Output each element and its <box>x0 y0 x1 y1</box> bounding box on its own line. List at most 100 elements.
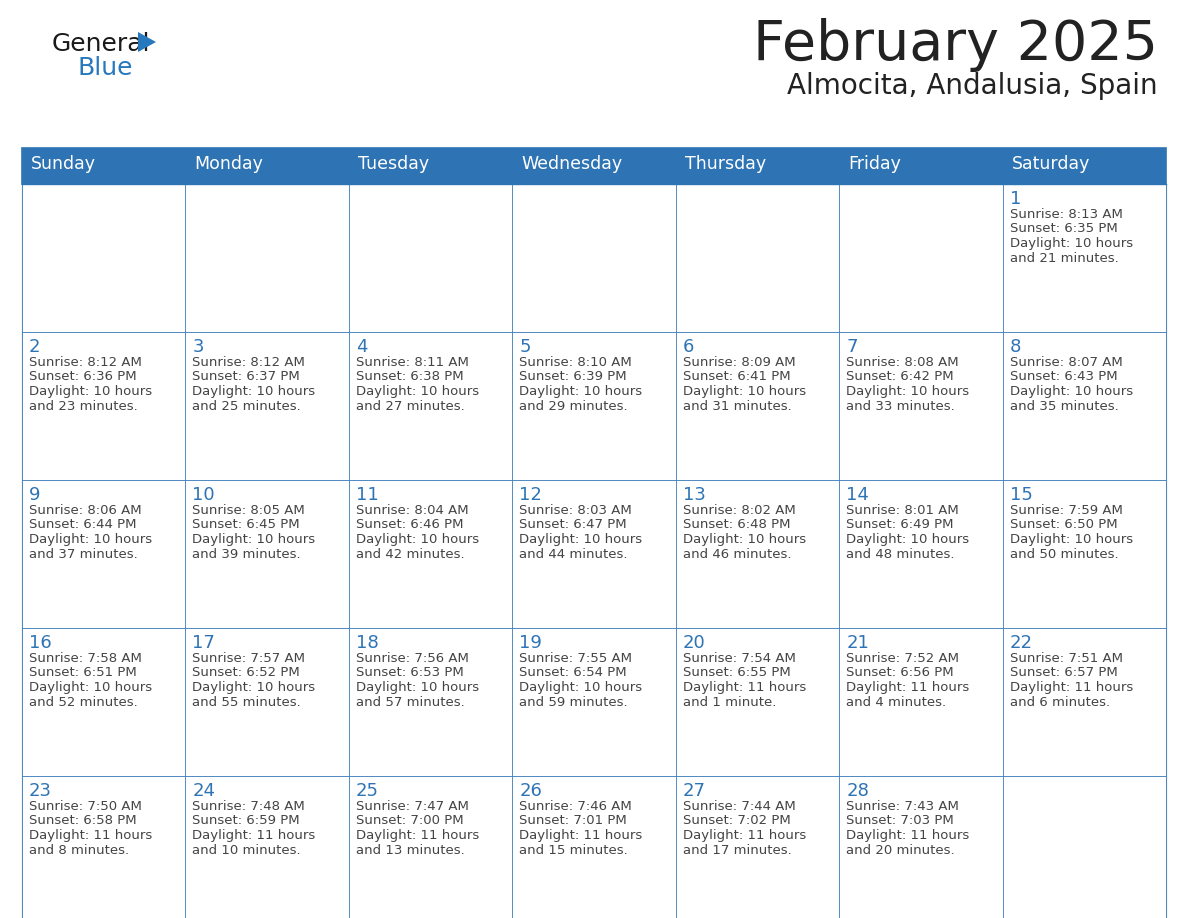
Text: General: General <box>52 32 151 56</box>
Text: and 13 minutes.: and 13 minutes. <box>356 844 465 856</box>
Text: Sunrise: 8:02 AM: Sunrise: 8:02 AM <box>683 504 796 517</box>
Text: 1: 1 <box>1010 190 1020 208</box>
Text: Sunrise: 8:11 AM: Sunrise: 8:11 AM <box>356 356 469 369</box>
Bar <box>23 480 185 628</box>
Text: Sunset: 6:49 PM: Sunset: 6:49 PM <box>846 519 954 532</box>
Text: Sunset: 6:35 PM: Sunset: 6:35 PM <box>1010 222 1118 236</box>
Text: Sunset: 6:56 PM: Sunset: 6:56 PM <box>846 666 954 679</box>
Text: Daylight: 11 hours: Daylight: 11 hours <box>683 829 805 842</box>
Text: Sunday: Sunday <box>31 155 96 173</box>
Bar <box>23 480 1165 628</box>
Text: Sunset: 7:02 PM: Sunset: 7:02 PM <box>683 814 790 827</box>
Text: Sunrise: 7:58 AM: Sunrise: 7:58 AM <box>29 652 141 665</box>
Text: and 44 minutes.: and 44 minutes. <box>519 547 627 561</box>
Text: and 37 minutes.: and 37 minutes. <box>29 547 138 561</box>
Bar <box>676 480 839 628</box>
Text: Daylight: 11 hours: Daylight: 11 hours <box>29 829 152 842</box>
Text: and 59 minutes.: and 59 minutes. <box>519 696 628 709</box>
Text: Daylight: 11 hours: Daylight: 11 hours <box>1010 681 1133 694</box>
Text: and 39 minutes.: and 39 minutes. <box>192 547 301 561</box>
Text: Blue: Blue <box>78 56 133 80</box>
Bar <box>512 480 676 628</box>
Text: 23: 23 <box>29 782 52 800</box>
Bar <box>512 776 676 918</box>
Text: Daylight: 10 hours: Daylight: 10 hours <box>1010 237 1132 250</box>
Bar <box>1003 480 1165 628</box>
Text: Sunrise: 7:54 AM: Sunrise: 7:54 AM <box>683 652 796 665</box>
Text: Sunrise: 7:56 AM: Sunrise: 7:56 AM <box>356 652 469 665</box>
Text: and 4 minutes.: and 4 minutes. <box>846 696 947 709</box>
Bar <box>23 776 1165 918</box>
Bar <box>23 184 1165 332</box>
Text: 6: 6 <box>683 338 694 356</box>
Text: Wednesday: Wednesday <box>522 155 623 173</box>
Text: Sunset: 6:42 PM: Sunset: 6:42 PM <box>846 371 954 384</box>
Text: and 50 minutes.: and 50 minutes. <box>1010 547 1118 561</box>
Text: and 46 minutes.: and 46 minutes. <box>683 547 791 561</box>
Bar <box>512 332 676 480</box>
Text: Daylight: 10 hours: Daylight: 10 hours <box>519 533 643 546</box>
Text: Daylight: 10 hours: Daylight: 10 hours <box>192 533 316 546</box>
Text: Sunrise: 7:51 AM: Sunrise: 7:51 AM <box>1010 652 1123 665</box>
Bar <box>349 184 512 332</box>
Text: Daylight: 10 hours: Daylight: 10 hours <box>192 385 316 398</box>
Text: Daylight: 10 hours: Daylight: 10 hours <box>846 385 969 398</box>
Text: Sunset: 6:57 PM: Sunset: 6:57 PM <box>1010 666 1118 679</box>
Text: Daylight: 10 hours: Daylight: 10 hours <box>29 385 152 398</box>
Text: and 52 minutes.: and 52 minutes. <box>29 696 138 709</box>
Text: Daylight: 10 hours: Daylight: 10 hours <box>1010 533 1132 546</box>
Bar <box>349 628 512 776</box>
Text: Sunrise: 8:09 AM: Sunrise: 8:09 AM <box>683 356 795 369</box>
Bar <box>1003 332 1165 480</box>
Text: and 20 minutes.: and 20 minutes. <box>846 844 955 856</box>
Text: 20: 20 <box>683 634 706 652</box>
Text: Sunrise: 7:43 AM: Sunrise: 7:43 AM <box>846 800 959 813</box>
Text: Daylight: 10 hours: Daylight: 10 hours <box>29 533 152 546</box>
Text: 8: 8 <box>1010 338 1020 356</box>
Text: Sunrise: 7:57 AM: Sunrise: 7:57 AM <box>192 652 305 665</box>
Text: and 35 minutes.: and 35 minutes. <box>1010 399 1118 412</box>
Bar <box>676 184 839 332</box>
Text: 14: 14 <box>846 486 868 504</box>
Text: Sunset: 6:54 PM: Sunset: 6:54 PM <box>519 666 627 679</box>
Bar <box>676 332 839 480</box>
Text: 2: 2 <box>29 338 40 356</box>
Text: Daylight: 10 hours: Daylight: 10 hours <box>846 533 969 546</box>
Text: Daylight: 10 hours: Daylight: 10 hours <box>356 681 479 694</box>
Text: and 48 minutes.: and 48 minutes. <box>846 547 955 561</box>
Text: Sunset: 6:50 PM: Sunset: 6:50 PM <box>1010 519 1117 532</box>
Text: Sunrise: 7:50 AM: Sunrise: 7:50 AM <box>29 800 141 813</box>
Text: 11: 11 <box>356 486 379 504</box>
Text: 13: 13 <box>683 486 706 504</box>
Text: Almocita, Andalusia, Spain: Almocita, Andalusia, Spain <box>788 72 1158 100</box>
Text: Sunset: 6:36 PM: Sunset: 6:36 PM <box>29 371 137 384</box>
Text: and 21 minutes.: and 21 minutes. <box>1010 252 1118 264</box>
Text: Sunrise: 8:08 AM: Sunrise: 8:08 AM <box>846 356 959 369</box>
Text: Daylight: 10 hours: Daylight: 10 hours <box>192 681 316 694</box>
Text: and 10 minutes.: and 10 minutes. <box>192 844 301 856</box>
Text: Sunrise: 7:55 AM: Sunrise: 7:55 AM <box>519 652 632 665</box>
Text: Sunrise: 8:06 AM: Sunrise: 8:06 AM <box>29 504 141 517</box>
Text: Sunrise: 7:52 AM: Sunrise: 7:52 AM <box>846 652 959 665</box>
Text: 18: 18 <box>356 634 379 652</box>
Text: 17: 17 <box>192 634 215 652</box>
Bar <box>1003 776 1165 918</box>
Text: Sunset: 6:38 PM: Sunset: 6:38 PM <box>356 371 463 384</box>
Text: and 27 minutes.: and 27 minutes. <box>356 399 465 412</box>
Text: Sunrise: 7:46 AM: Sunrise: 7:46 AM <box>519 800 632 813</box>
Text: 26: 26 <box>519 782 542 800</box>
Text: Sunset: 6:48 PM: Sunset: 6:48 PM <box>683 519 790 532</box>
Bar <box>349 480 512 628</box>
Text: Sunset: 6:55 PM: Sunset: 6:55 PM <box>683 666 790 679</box>
Text: Sunset: 6:43 PM: Sunset: 6:43 PM <box>1010 371 1117 384</box>
Bar <box>839 628 1003 776</box>
Text: 12: 12 <box>519 486 542 504</box>
Text: Sunrise: 7:47 AM: Sunrise: 7:47 AM <box>356 800 469 813</box>
Text: Tuesday: Tuesday <box>358 155 429 173</box>
Text: and 8 minutes.: and 8 minutes. <box>29 844 129 856</box>
Bar <box>23 332 185 480</box>
Bar <box>23 628 1165 776</box>
Text: Sunrise: 8:13 AM: Sunrise: 8:13 AM <box>1010 208 1123 221</box>
Text: Sunrise: 7:48 AM: Sunrise: 7:48 AM <box>192 800 305 813</box>
Text: Sunrise: 8:04 AM: Sunrise: 8:04 AM <box>356 504 468 517</box>
